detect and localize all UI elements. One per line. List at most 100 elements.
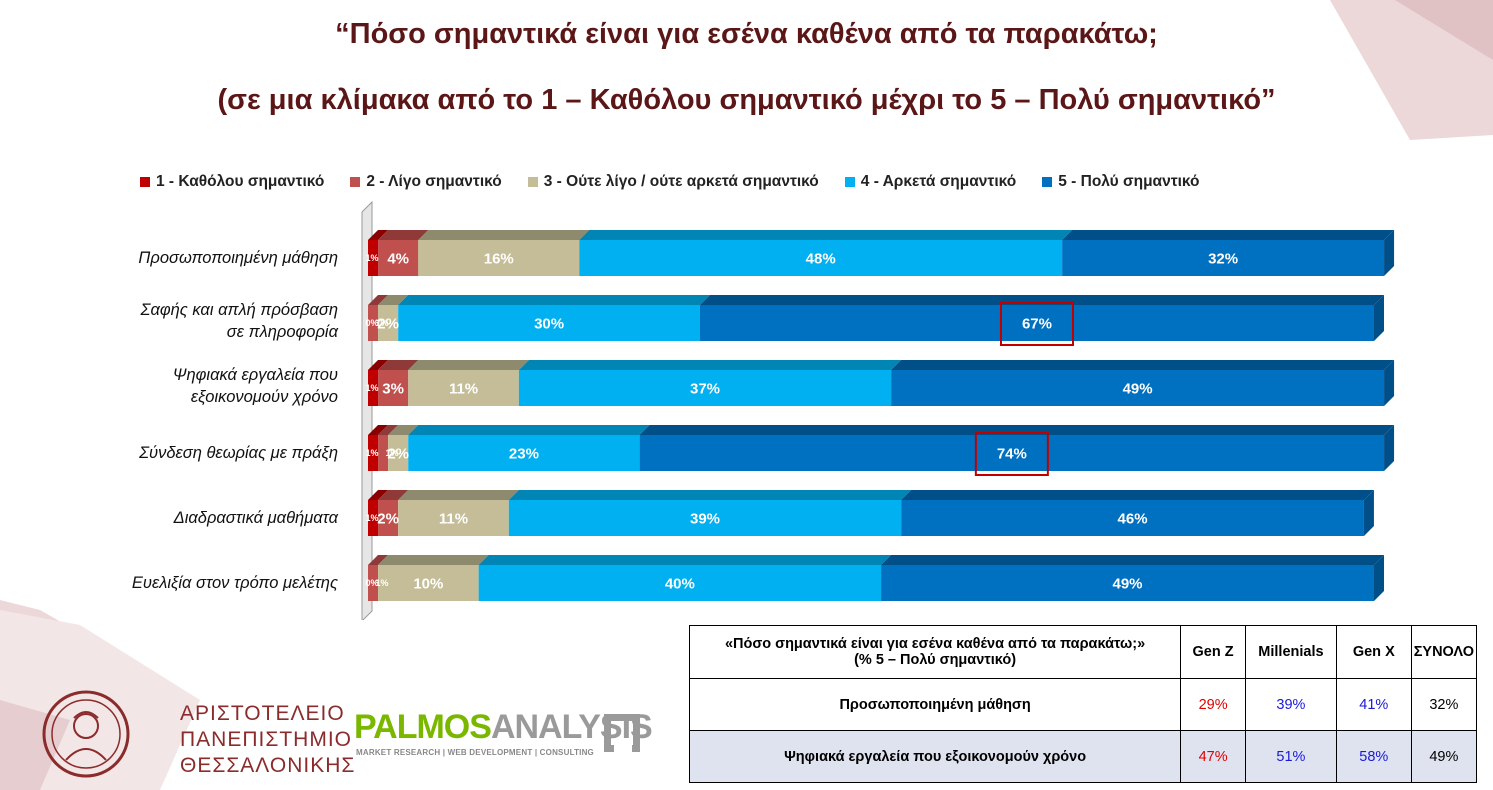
data-label-3-4: 74%: [997, 445, 1027, 462]
bar-top-3-2: [388, 425, 419, 435]
auth-name-line3: ΘΕΣΣΑΛΟΝΙΚΗΣ: [180, 754, 356, 777]
legend-swatch-2: [350, 177, 361, 187]
bar-top-3-0: [368, 425, 389, 435]
bar-segment-2-2: [408, 370, 519, 406]
bar-segment-0-1: [378, 240, 419, 276]
bar-segment-0-2: [418, 240, 580, 276]
bar-segment-3-2: [388, 435, 409, 471]
bar-segment-0-4: [1062, 240, 1385, 276]
bar-segment-2-3: [518, 370, 892, 406]
cell-total: 32%: [1410, 678, 1478, 731]
legend-swatch-3: [527, 177, 538, 187]
bar-top-0-0: [368, 230, 389, 240]
palmos-tagline: MARKET RESEARCH | WEB DEVELOPMENT | CONS…: [356, 748, 594, 757]
data-label-1-3: 30%: [534, 315, 564, 332]
bar-segment-4-2: [398, 500, 509, 536]
category-label-line: εξοικονομούν χρόνο: [190, 388, 338, 406]
bar-segment-3-4: [639, 435, 1385, 471]
row-label: Προσωποποιημένη μάθηση: [688, 678, 1182, 731]
bar-side-5: [1374, 555, 1384, 601]
bar-top-5-2: [378, 555, 489, 565]
bar-top-2-3: [518, 360, 902, 370]
generation-table: «Πόσο σημαντικά είναι για εσένα καθένα α…: [688, 625, 1478, 783]
row-label: Ψηφιακά εργαλεία που εξοικονομούν χρόνο: [688, 730, 1182, 783]
bar-segment-0-0: [368, 240, 379, 276]
palmos-square-gap: [614, 738, 632, 754]
category-label-line: Προσωποποιημένη μάθηση: [138, 249, 338, 267]
bar-top-3-4: [639, 425, 1395, 435]
bar-segment-1-1: [368, 305, 379, 341]
table-row: Ψηφιακά εργαλεία που εξοικονομούν χρόνο …: [688, 730, 1478, 783]
table-question-sub: (% 5 – Πολύ σημαντικό): [854, 652, 1017, 668]
bar-top-0-4: [1062, 230, 1395, 240]
bar-top-5-3: [478, 555, 892, 565]
data-label-1-0: 0%: [365, 318, 378, 328]
bar-top-4-2: [398, 490, 519, 500]
bar-segment-5-4: [881, 565, 1374, 601]
bar-top-4-3: [508, 490, 912, 500]
col-header-total: ΣΥΝΟΛΟ: [1410, 625, 1478, 679]
category-label-line: Ψηφιακά εργαλεία που: [172, 366, 338, 384]
data-label-2-2: 11%: [449, 380, 478, 397]
bar-side-2: [1384, 360, 1395, 406]
bar-top-4-0: [368, 490, 389, 500]
auth-seal-icon: [42, 690, 130, 778]
data-label-5-4: 49%: [1113, 575, 1143, 592]
bar-segment-1-2: [378, 305, 399, 341]
data-label-2-3: 37%: [690, 380, 720, 397]
data-label-0-0: 1%: [365, 253, 378, 263]
bar-segment-5-2: [378, 565, 479, 601]
bar-top-4-1: [378, 490, 409, 500]
table-row: Προσωποποιημένη μάθηση 29% 39% 41% 32%: [688, 678, 1478, 731]
data-label-5-3: 40%: [665, 575, 695, 592]
cell-genx: 58%: [1335, 730, 1412, 783]
category-label-line: Ευελιξία στον τρόπο μελέτης: [131, 574, 338, 592]
legend-item-3: 3 - Ούτε λίγο / ούτε αρκετά σημαντικό: [527, 172, 819, 192]
data-label-3-1: 1%: [386, 448, 399, 458]
bar-segment-4-3: [508, 500, 902, 536]
data-label-5-2: 10%: [413, 575, 443, 592]
legend-label-4: 4 - Αρκετά σημαντικό: [860, 173, 1017, 190]
cell-total: 49%: [1410, 730, 1478, 783]
bar-segment-2-4: [891, 370, 1385, 406]
bar-top-1-2: [378, 295, 409, 305]
bar-top-1-4: [699, 295, 1384, 305]
palmos-wordmark: PALMOSANALYSIS: [354, 708, 653, 747]
data-label-1-2: 2%: [377, 315, 399, 332]
data-label-4-3: 39%: [690, 510, 720, 527]
data-label-1-1: 1%: [375, 318, 388, 328]
legend-item-2: 2 - Λίγο σημαντικό: [350, 172, 502, 192]
data-label-0-3: 48%: [806, 250, 836, 267]
cell-genz: 47%: [1180, 730, 1246, 783]
data-label-0-2: 16%: [484, 250, 514, 267]
data-label-5-1: 1%: [375, 578, 388, 588]
category-label: Ευελιξία στον τρόπο μελέτης: [40, 572, 338, 594]
bar-top-0-2: [418, 230, 590, 240]
data-label-3-3: 23%: [509, 445, 539, 462]
bar-segment-1-3: [398, 305, 700, 341]
bar-segment-4-1: [378, 500, 399, 536]
bar-side-3: [1384, 425, 1395, 471]
category-label-line: σε πληροφορία: [226, 323, 338, 341]
highlight-box-0: [999, 302, 1074, 346]
data-label-4-4: 46%: [1118, 510, 1148, 527]
legend-swatch-1: [140, 177, 150, 187]
bar-segment-3-1: [378, 435, 389, 471]
legend-item-4: 4 - Αρκετά σημαντικό: [844, 172, 1017, 192]
bar-segment-4-4: [901, 500, 1364, 536]
table-question: «Πόσο σημαντικά είναι για εσένα καθένα α…: [724, 636, 1146, 652]
highlight-box-1: [974, 432, 1049, 476]
table-question-header: «Πόσο σημαντικά είναι για εσένα καθένα α…: [688, 625, 1182, 679]
bar-top-1-3: [398, 295, 710, 305]
data-label-2-1: 3%: [382, 380, 404, 397]
chart-legend: 1 - Καθόλου σημαντικό 2 - Λίγο σημαντικό…: [140, 172, 1390, 192]
bar-segment-3-3: [408, 435, 640, 471]
cell-genx: 41%: [1335, 678, 1412, 731]
bar-side-0: [1384, 230, 1395, 276]
data-label-0-1: 4%: [387, 250, 409, 267]
data-label-2-4: 49%: [1123, 380, 1153, 397]
data-label-1-4: 67%: [1022, 315, 1052, 332]
data-label-4-0: 1%: [365, 513, 378, 523]
category-label: Ψηφιακά εργαλεία που εξοικονομούν χρόνο: [40, 364, 338, 408]
bar-top-1-1: [368, 295, 389, 305]
